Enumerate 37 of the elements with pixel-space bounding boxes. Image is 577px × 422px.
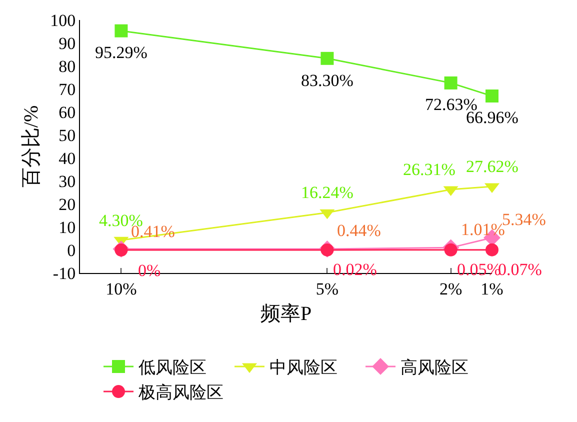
data-label: 83.30%: [301, 71, 354, 90]
y-tick-label: 100: [50, 10, 76, 30]
data-label: 0.44%: [337, 221, 381, 240]
y-tick-label: -10: [52, 264, 76, 283]
point: [444, 76, 458, 90]
y-tick-label: 70: [58, 80, 76, 99]
data-label: 26.31%: [403, 160, 456, 179]
x-axis-title: 频率P: [260, 302, 312, 325]
x-tick-label: 5%: [316, 279, 339, 298]
x-tick-label: 10%: [106, 279, 137, 298]
y-tick-label: 80: [58, 56, 76, 76]
point: [114, 24, 128, 38]
data-label: 16.24%: [301, 183, 354, 202]
y-tick-label: 30: [58, 172, 76, 191]
data-label: 95.29%: [95, 43, 148, 62]
y-axis-title: 百分比/%: [20, 105, 43, 188]
legend-label: 极高风险区: [138, 383, 224, 402]
y-tick-label: 20: [58, 194, 76, 214]
y-tick-label: 40: [58, 148, 76, 168]
x-tick-label: 1%: [480, 279, 504, 298]
legend-label: 低风险区: [138, 358, 206, 378]
legend-label: 中风险区: [270, 358, 338, 378]
point: [486, 243, 498, 256]
data-label: 0.07%: [498, 260, 542, 279]
point: [486, 89, 498, 102]
y-tick-label: 90: [58, 34, 76, 53]
x-tick-label: 2%: [439, 279, 462, 298]
legend-label: 高风险区: [400, 358, 468, 378]
data-label: 1.01%: [461, 220, 505, 239]
y-tick-label: 50: [58, 126, 76, 145]
y-tick-label: 10: [58, 218, 76, 237]
data-label: 5.34%: [502, 210, 546, 229]
data-label: 27.62%: [466, 157, 518, 176]
y-tick-label: 60: [58, 102, 76, 122]
point: [320, 52, 334, 65]
point: [444, 243, 458, 256]
y-tick-label: 0: [67, 240, 76, 260]
